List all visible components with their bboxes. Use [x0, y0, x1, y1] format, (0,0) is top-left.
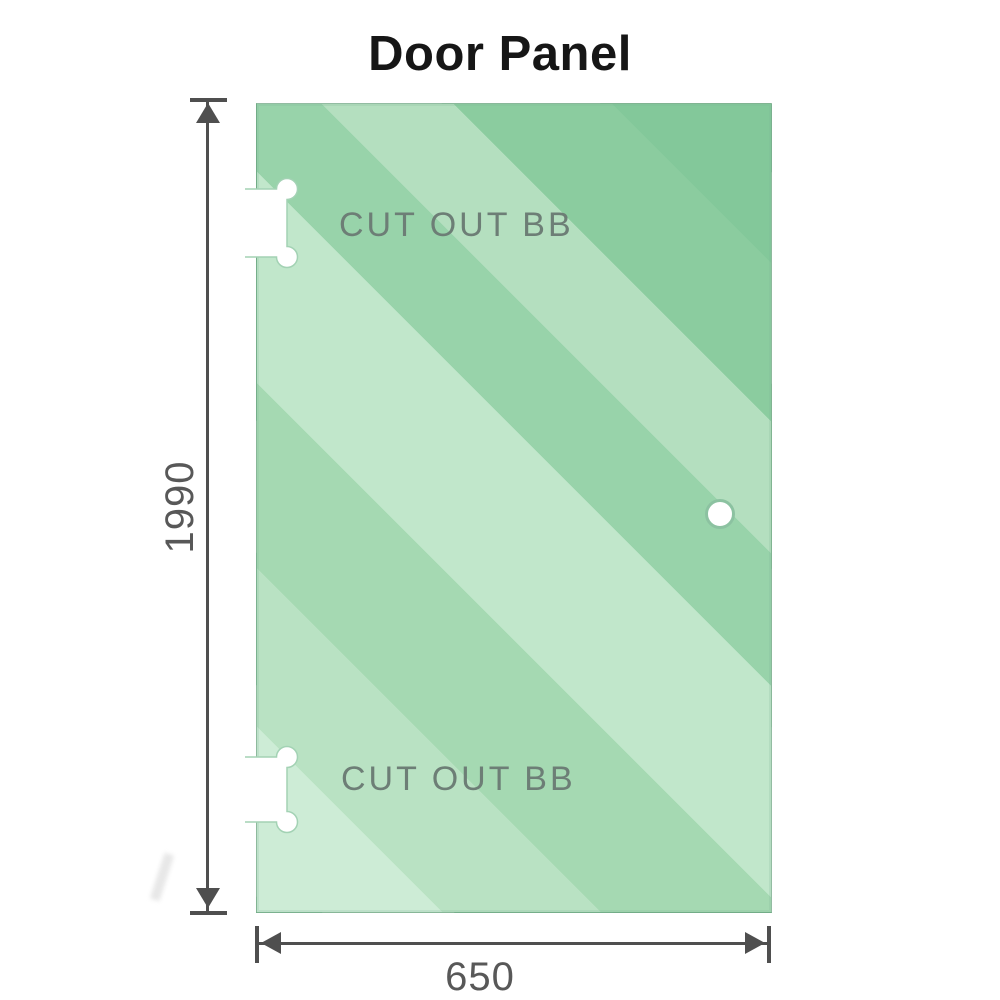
dim-line-vertical: [206, 101, 209, 913]
hinge-cutout-top-outline: [245, 177, 299, 269]
glass-panel: [256, 103, 772, 913]
width-dimension-label: 650: [445, 955, 515, 999]
handle-hole: [705, 499, 735, 529]
dim-end-cap-bottom: [190, 911, 227, 915]
hinge-cutout-bottom: [245, 745, 299, 834]
reflection-smudge: [149, 852, 175, 902]
arrow-left-icon: [261, 932, 281, 954]
height-dimension-label: 1990: [158, 460, 202, 554]
hinge-cutout-top-shape: [245, 178, 298, 268]
hinge-cutout-top: [245, 177, 299, 269]
dim-end-cap-top: [190, 98, 227, 102]
dim-end-cap-left: [255, 926, 259, 963]
page-title: Door Panel: [368, 27, 632, 81]
cutout-label-bottom: CUT OUT BB: [341, 760, 576, 798]
cutout-label-top: CUT OUT BB: [339, 206, 574, 244]
dim-end-cap-right: [767, 926, 771, 963]
dim-line-horizontal: [258, 942, 768, 945]
hinge-cutout-bottom-shape: [245, 746, 298, 833]
arrow-down-icon: [196, 888, 220, 908]
arrow-up-icon: [196, 103, 220, 123]
hinge-cutout-bottom-outline: [245, 745, 299, 834]
arrow-right-icon: [745, 932, 765, 954]
